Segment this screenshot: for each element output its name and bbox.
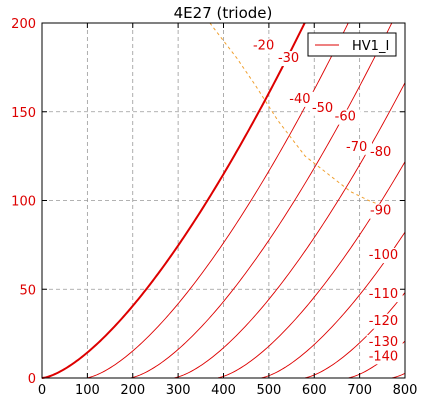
curve-vg-80 bbox=[390, 372, 406, 379]
y-tick-label: 200 bbox=[11, 17, 36, 32]
curve-label-bg bbox=[368, 203, 397, 219]
curve-label: -130 bbox=[369, 335, 399, 350]
load-line-layer bbox=[209, 22, 392, 209]
x-tick-label: 700 bbox=[347, 383, 372, 398]
y-tick-label: 100 bbox=[11, 195, 36, 210]
curve-vg-0 bbox=[41, 22, 306, 379]
curve-label: -70 bbox=[346, 140, 367, 155]
curve-label: -80 bbox=[370, 145, 391, 160]
curve-label-bg bbox=[344, 139, 373, 155]
curve-label-layer: -20 -30 -40-50-60 -70 -80 -90 -100 -110 -120 -130… bbox=[250, 38, 403, 365]
x-tick-label: 400 bbox=[211, 383, 236, 398]
grid-layer bbox=[42, 23, 405, 378]
curve-vg-60 bbox=[303, 292, 406, 379]
x-tick-label: 600 bbox=[302, 383, 327, 398]
chart-title: 4E27 (triode) bbox=[174, 4, 273, 22]
curve-label: -30 bbox=[278, 51, 299, 66]
curve-label-bg bbox=[287, 91, 316, 107]
legend-box bbox=[307, 32, 397, 57]
x-tick-label: 500 bbox=[256, 383, 281, 398]
y-tick-label: 150 bbox=[11, 106, 36, 121]
curve-label: -40 bbox=[289, 92, 310, 107]
curve-label-bg bbox=[309, 100, 338, 116]
curve-label: -20 bbox=[253, 39, 274, 54]
curve-label-bg bbox=[366, 248, 403, 264]
curve-vg-10 bbox=[85, 22, 349, 379]
load-line bbox=[209, 22, 392, 209]
legend-label: HV1_I bbox=[352, 39, 389, 54]
curve-vg-20 bbox=[129, 22, 393, 379]
curve-label: -110 bbox=[369, 287, 399, 302]
curve-label: -60 bbox=[335, 110, 356, 125]
y-tick-label: 0 bbox=[28, 372, 36, 387]
curve-label-bg bbox=[366, 287, 403, 303]
tick-layer: 0 100 200 300 400 500 600 700 800 0 50 100 150 200 bbox=[11, 17, 417, 398]
curve-label: -90 bbox=[370, 204, 391, 219]
legend: HV1_I bbox=[307, 32, 397, 57]
curve-vg-30 bbox=[172, 82, 406, 379]
curve-label: -140 bbox=[369, 349, 399, 364]
curve-label: -120 bbox=[369, 314, 399, 329]
curve-label-bg bbox=[366, 349, 403, 365]
curve-label-bg bbox=[366, 335, 403, 351]
curve-label-bg bbox=[250, 38, 279, 54]
x-tick-label: 100 bbox=[75, 383, 100, 398]
x-tick-label: 200 bbox=[120, 383, 145, 398]
x-tick-label: 800 bbox=[393, 383, 418, 398]
curve-label: -100 bbox=[369, 248, 399, 263]
curve-label: -50 bbox=[312, 101, 333, 116]
y-tick-label: 50 bbox=[19, 283, 36, 298]
x-tick-label: 300 bbox=[166, 383, 191, 398]
curve-label-bg bbox=[332, 109, 361, 125]
x-tick-label: 0 bbox=[38, 383, 46, 398]
curve-label-bg bbox=[368, 145, 397, 161]
curve-vg-50 bbox=[259, 231, 406, 379]
curve-label-bg bbox=[366, 313, 403, 329]
curve-label-bg bbox=[275, 51, 304, 67]
